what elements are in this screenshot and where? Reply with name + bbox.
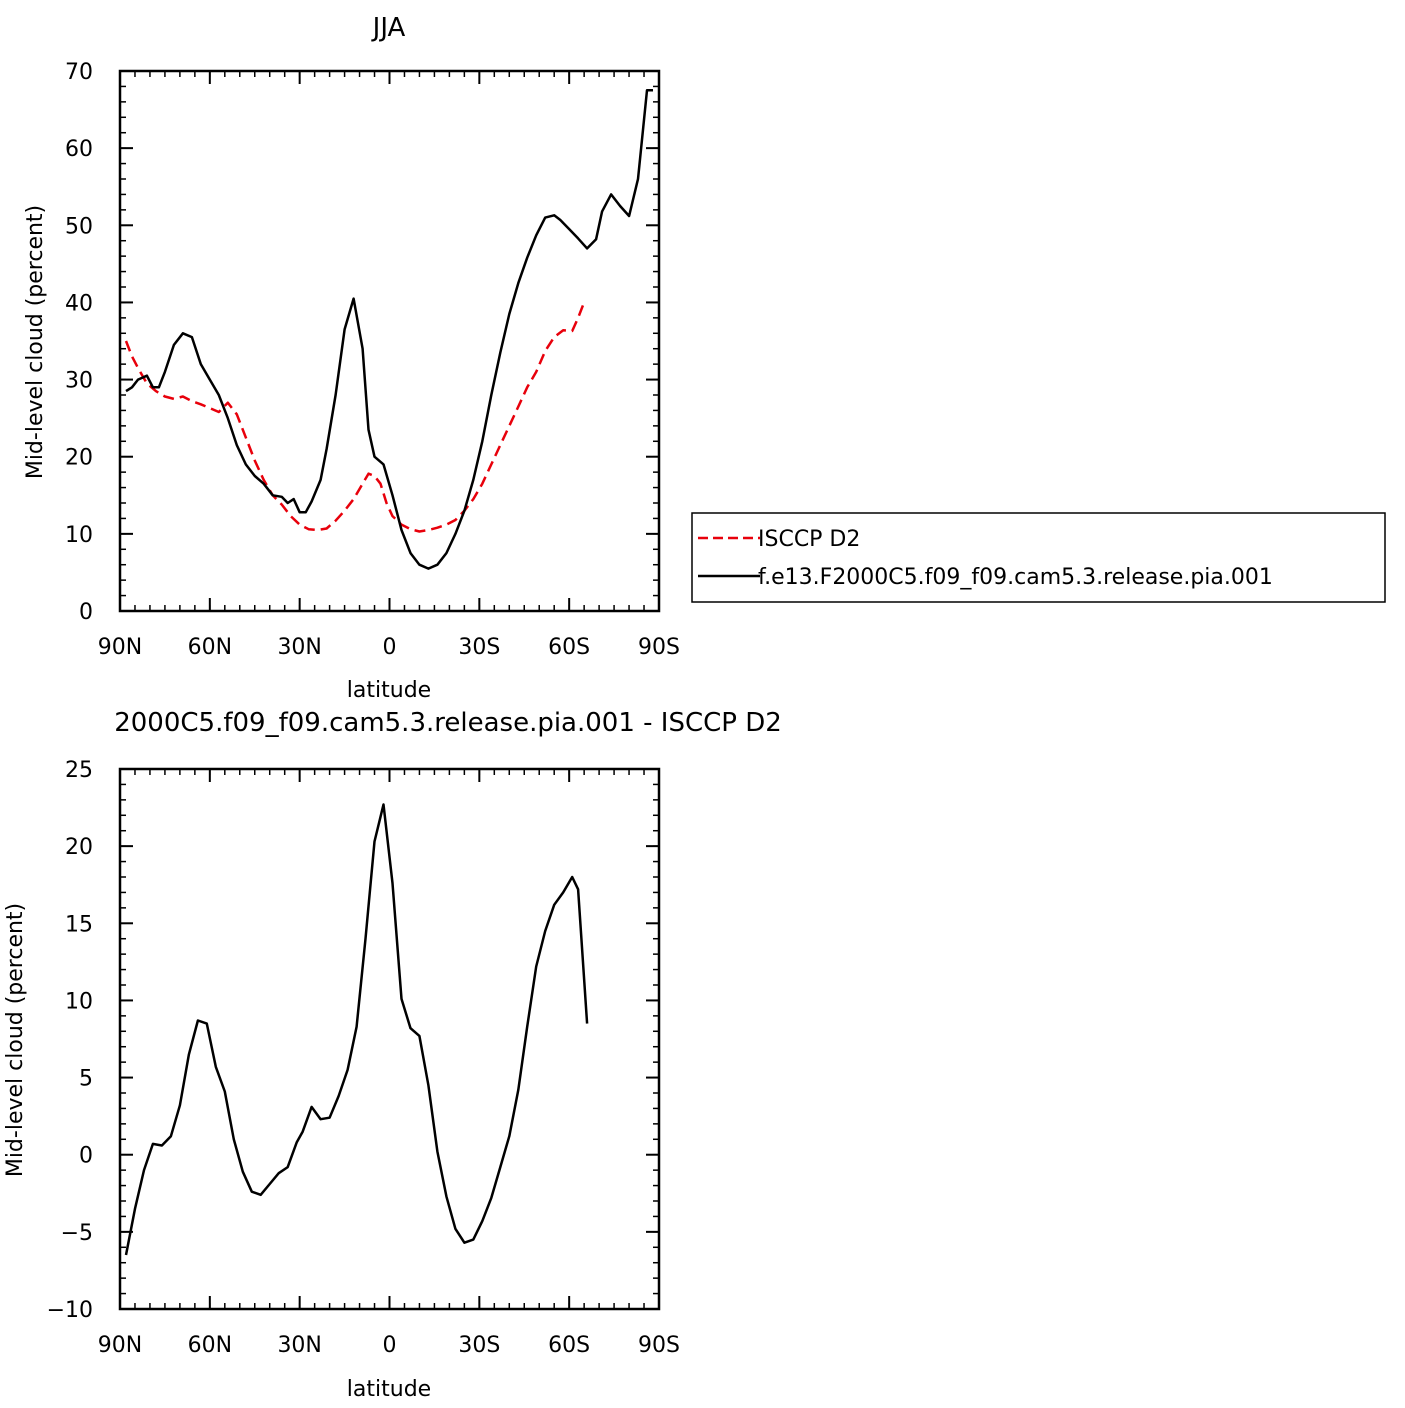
top-y-tick-label: 50 (65, 214, 93, 239)
top-y-axis-label: Mid-level cloud (percent) (23, 205, 48, 479)
isccp-d2-series-line (124, 301, 586, 533)
bottom-y-axis-label: Mid-level cloud (percent) (3, 903, 28, 1177)
top-x-tick-label: 0 (383, 635, 397, 660)
top-y-tick-label: 70 (65, 60, 93, 85)
bottom-x-tick-label: 60S (548, 1333, 590, 1358)
bottom-x-axis-label: latitude (347, 1377, 431, 1402)
top-x-axis-label: latitude (347, 678, 431, 703)
bottom-y-tick-label: −5 (61, 1221, 93, 1246)
top-panel: JJA 90N 60N 30N 0 30S 60S 90S 0 10 20 30 40 50 60 70 l… (23, 13, 680, 703)
bottom-x-tick-label: 90N (98, 1333, 142, 1358)
legend: ISCCP D2 f.e13.F2000C5.f09_f09.cam5.3.re… (691, 512, 1386, 603)
bottom-chart-title: 2000C5.f09_f09.cam5.3.release.pia.001 - … (114, 708, 782, 738)
top-plot-frame (118, 69, 661, 613)
top-x-tick-label: 90S (638, 635, 680, 660)
bottom-y-tick-label: 25 (65, 758, 93, 783)
difference-series-line (124, 803, 589, 1256)
bottom-y-tick-label: 0 (79, 1144, 93, 1169)
bottom-plot-area: 90N 60N 30N 0 30S 60S 90S −10 −5 0 5 10 15 20 25 (47, 758, 680, 1358)
bottom-panel: 2000C5.f09_f09.cam5.3.release.pia.001 - … (3, 708, 782, 1402)
bottom-y-tick-label: −10 (47, 1298, 93, 1323)
model-series-line (125, 89, 653, 570)
legend-label-isccp: ISCCP D2 (758, 527, 860, 552)
bottom-x-tick-label: 0 (383, 1333, 397, 1358)
bottom-x-tick-label: 60N (188, 1333, 232, 1358)
top-x-tick-label: 30S (458, 635, 500, 660)
top-chart-title: JJA (371, 13, 406, 43)
top-y-tick-label: 40 (65, 291, 93, 316)
bottom-y-tick-label: 5 (79, 1067, 93, 1092)
top-y-tick-label: 10 (65, 523, 93, 548)
legend-box (691, 512, 1386, 603)
top-y-tick-label: 0 (79, 600, 93, 625)
legend-label-model: f.e13.F2000C5.f09_f09.cam5.3.release.pia… (758, 565, 1273, 590)
top-y-tick-label: 60 (65, 137, 93, 162)
bottom-x-tick-label: 30S (458, 1333, 500, 1358)
bottom-x-tick-label: 30N (277, 1333, 321, 1358)
top-x-tick-label: 30N (277, 635, 321, 660)
bottom-y-tick-label: 10 (65, 989, 93, 1014)
top-x-tick-label: 90N (98, 635, 142, 660)
top-x-tick-label: 60N (188, 635, 232, 660)
bottom-y-tick-label: 20 (65, 835, 93, 860)
top-x-tick-label: 60S (548, 635, 590, 660)
top-y-tick-label: 30 (65, 369, 93, 394)
top-y-tick-label: 20 (65, 446, 93, 471)
bottom-y-tick-label: 15 (65, 912, 93, 937)
bottom-x-tick-label: 90S (638, 1333, 680, 1358)
top-plot-area: 90N 60N 30N 0 30S 60S 90S 0 10 20 30 40 50 60 70 (65, 60, 680, 660)
